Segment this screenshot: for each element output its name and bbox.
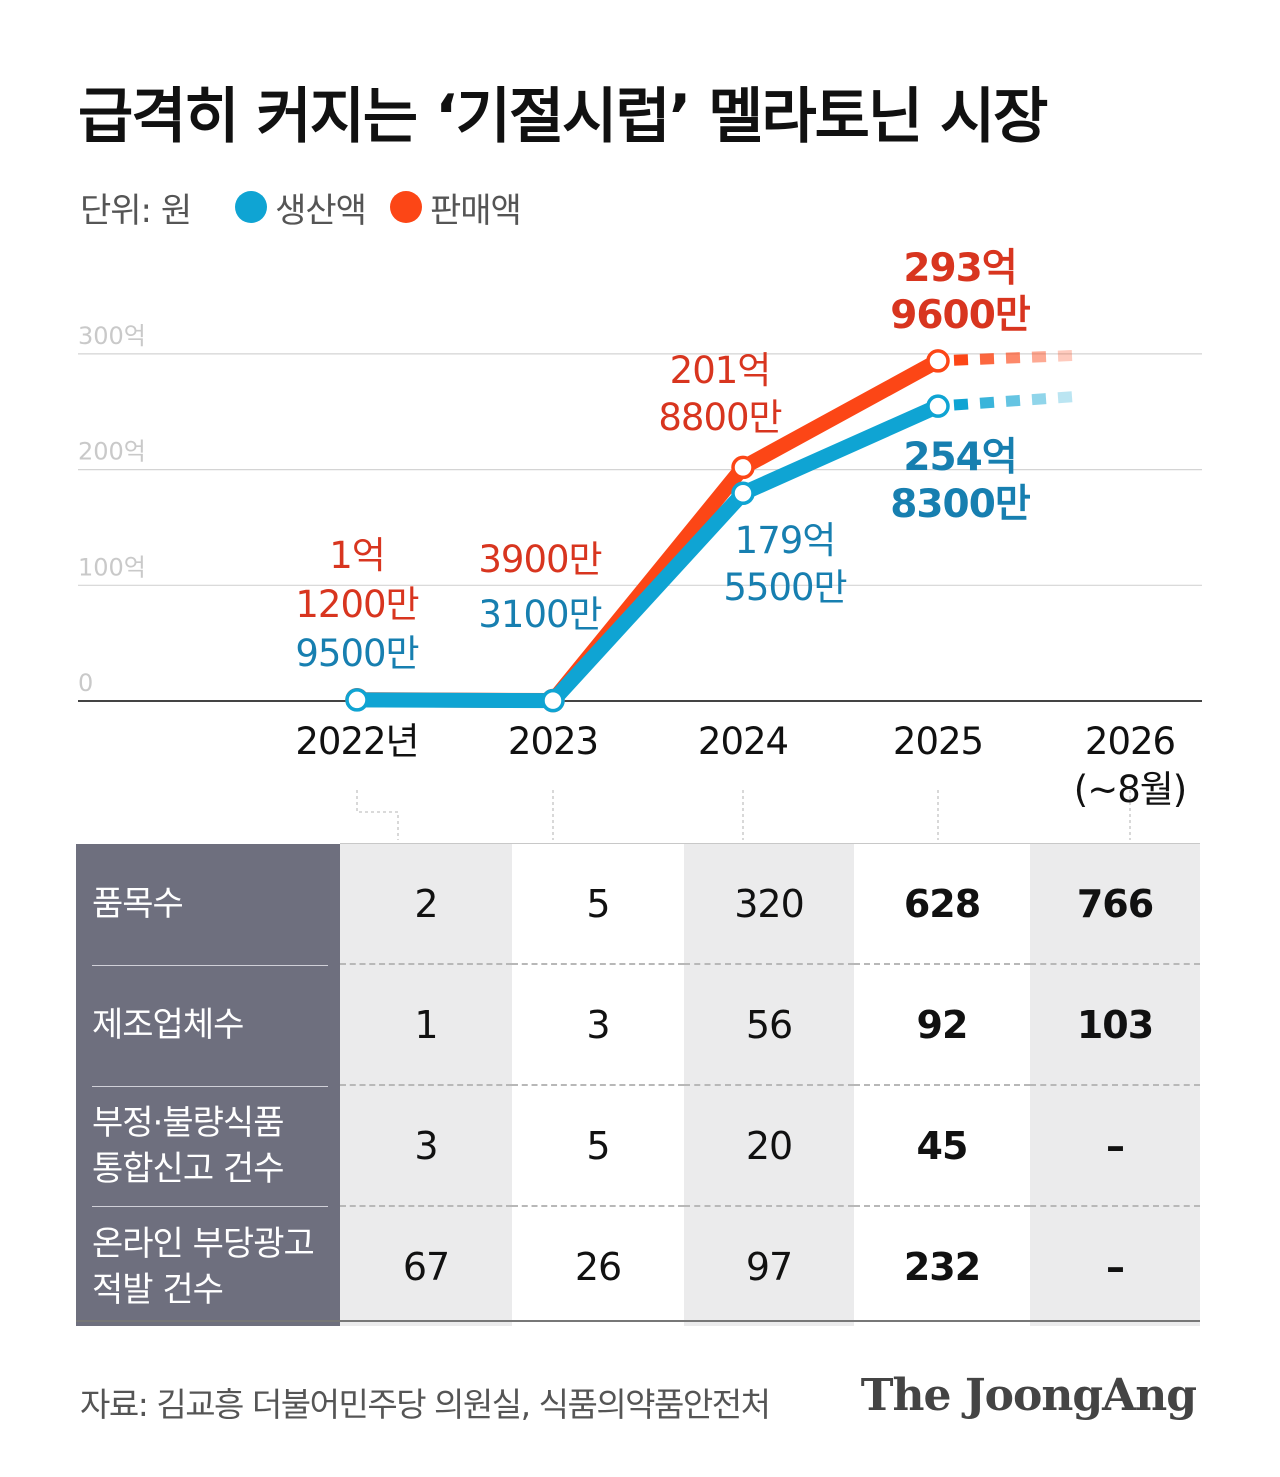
series-extension-dash <box>1031 393 1047 406</box>
data-point-marker <box>731 481 755 506</box>
brand-logo: The JoongAng <box>860 1370 1197 1421</box>
data-label: 254억 <box>903 435 1016 480</box>
data-label: 201억 <box>670 349 771 392</box>
legend-label-sales: 판매액 <box>429 190 522 231</box>
table-cell: – <box>1030 1205 1200 1326</box>
data-label: 9500만 <box>295 632 418 675</box>
row-header-label: 부정·불량식품 <box>92 1103 285 1143</box>
x-tick-label: 2023 <box>508 720 598 763</box>
x-tick-label: 2022년 <box>295 720 418 763</box>
series-extension-dash <box>953 354 969 366</box>
data-label: 3100만 <box>478 593 601 636</box>
row-header-label: 통합신고 건수 <box>92 1149 285 1189</box>
data-label: 3900만 <box>478 538 601 581</box>
source-note: 자료: 김교흥 더불어민주당 의원실, 식품의약품안전처 <box>80 1385 771 1424</box>
x-guide-line <box>356 790 399 840</box>
table-cell: 5 <box>512 844 684 964</box>
table-cell: 26 <box>512 1205 684 1326</box>
legend: 단위: 원 생산액 판매액 <box>80 182 545 232</box>
series-extension-dash <box>1005 352 1021 364</box>
row-header-label: 품목수 <box>92 884 184 924</box>
y-tick-label: 300억 <box>78 322 146 350</box>
data-label: 293억 <box>903 246 1016 291</box>
table-row: 온라인 부당광고 적발 건수 67 26 97 232– <box>76 1205 1200 1326</box>
table-cell: 56 <box>684 963 854 1085</box>
sales-dot-icon <box>389 191 422 223</box>
table-cell: 45 <box>854 1084 1030 1206</box>
data-label: 1200만 <box>295 583 418 626</box>
y-tick-label: 100억 <box>78 553 146 581</box>
chart-title: 급격히 커지는 ‘기절시럽’ 멜라토닌 시장 <box>78 82 1048 152</box>
data-point-marker <box>541 688 565 713</box>
x-tick-label: 2025 <box>893 720 983 763</box>
table-cell: 3 <box>340 1084 512 1206</box>
data-point-marker <box>926 394 950 418</box>
row-header-label: 적발 건수 <box>92 1269 224 1310</box>
unit-label: 단위: 원 <box>80 190 192 231</box>
stats-table: 품목수 2 5 320 628 766 제조업체수 1 3 56 92 103 부정·불량식품 통합신고 … <box>76 844 1200 1326</box>
table-cell: 92 <box>854 963 1030 1085</box>
table-cell: 3 <box>512 963 684 1085</box>
row-header: 제조업체수 <box>76 964 340 1085</box>
table-cell: 232 <box>854 1205 1030 1326</box>
legend-item-production: 생산액 <box>235 183 367 232</box>
series-extension-dash <box>1057 350 1073 362</box>
data-label: 179억 <box>735 519 836 562</box>
row-header-label: 온라인 부당광고 <box>92 1223 315 1264</box>
table-cell: 103 <box>1030 963 1200 1085</box>
table-cell: 2 <box>340 844 512 964</box>
table-cell: 97 <box>684 1205 854 1326</box>
table-row: 부정·불량식품 통합신고 건수 3 5 20 45– <box>76 1084 1200 1206</box>
y-tick-label: 200억 <box>78 438 146 466</box>
table-cell: 628 <box>854 844 1030 964</box>
series-extension-dash <box>1031 351 1047 363</box>
table-cell: 766 <box>1030 844 1200 964</box>
table-cell: 320 <box>684 844 854 964</box>
series-extension-dash <box>953 398 969 411</box>
data-label: 8800만 <box>658 396 781 439</box>
legend-label-production: 생산액 <box>275 190 367 231</box>
series-line <box>349 398 946 709</box>
series-extension-dash <box>979 396 995 409</box>
table-row: 제조업체수 1 3 56 92 103 <box>76 963 1200 1085</box>
x-tick-note: (~8월) <box>1074 768 1186 811</box>
table-row: 품목수 2 5 320 628 766 <box>76 844 1200 964</box>
table-cell: 5 <box>512 1084 684 1206</box>
table-bottom-divider <box>76 1320 1200 1322</box>
table-cell: 20 <box>684 1084 854 1206</box>
data-point-marker <box>345 688 369 712</box>
data-label: 8300만 <box>890 482 1031 527</box>
x-tick-label: 2024 <box>698 720 788 763</box>
series-line <box>349 353 946 709</box>
series-extension-dash <box>1057 391 1073 404</box>
production-dot-icon <box>235 191 268 223</box>
row-header: 품목수 <box>76 844 340 964</box>
x-tick-label: 2026 <box>1085 720 1175 763</box>
data-label: 9600만 <box>890 293 1031 338</box>
data-point-marker <box>731 455 755 480</box>
y-tick-label: 0 <box>78 669 93 697</box>
series-extension-dash <box>979 353 995 365</box>
table-cell: 67 <box>340 1205 512 1326</box>
line-chart: 0 100억 200억 300억 2022년 2023 2024 2025 2026 (~8월) 1… <box>78 246 1202 840</box>
row-header-label: 제조업체수 <box>92 1005 244 1045</box>
table-cell: – <box>1030 1084 1200 1206</box>
data-point-marker <box>926 349 950 373</box>
series-extension-dash <box>1005 394 1021 407</box>
data-label: 1억 <box>329 534 385 577</box>
legend-item-sales: 판매액 <box>389 183 522 232</box>
data-label: 5500만 <box>723 566 846 609</box>
table-cell: 1 <box>340 963 512 1085</box>
